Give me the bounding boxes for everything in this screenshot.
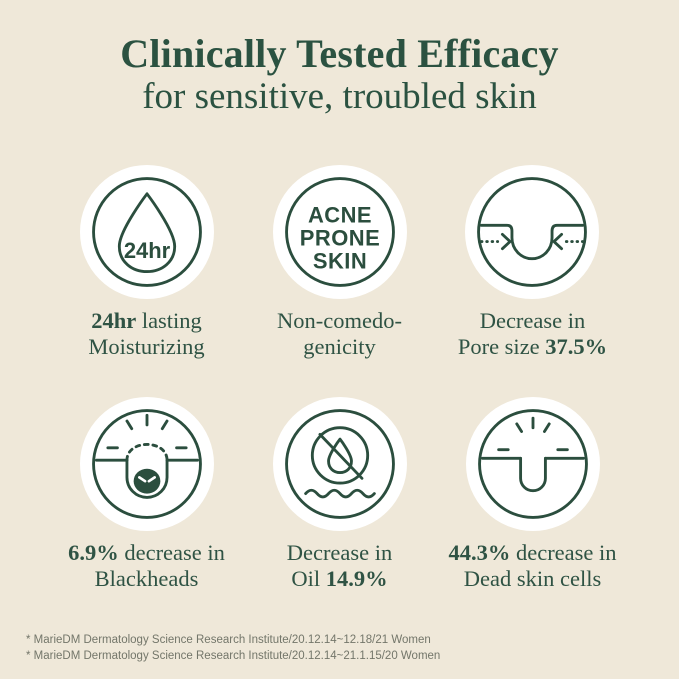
blackhead-icon xyxy=(91,409,202,519)
icon-badge: ACNE PRONE SKIN xyxy=(272,164,407,299)
pore-rays-icon xyxy=(477,409,588,519)
feature-caption: Decrease in Pore size 37.5% xyxy=(458,308,607,361)
header: Clinically Tested Efficacy for sensitive… xyxy=(0,0,679,117)
pore-shrink-icon xyxy=(477,176,588,287)
feature-pore-size: Decrease in Pore size 37.5% xyxy=(458,164,607,361)
page-subtitle: for sensitive, troubled skin xyxy=(142,76,537,117)
feature-caption-line: Pore size 37.5% xyxy=(457,334,608,360)
feature-non-comedogenicity: ACNE PRONE SKIN Non-comedo-genicity xyxy=(272,164,407,361)
feature-oil: Decrease in Oil 14.9% xyxy=(272,396,407,593)
feature-caption-line: Blackheads xyxy=(94,566,199,592)
feature-caption: Non-comedo-genicity xyxy=(273,308,407,361)
feature-caption-line: Dead skin cells xyxy=(463,566,602,592)
page-title: Clinically Tested Efficacy xyxy=(120,31,559,76)
footnote-line: * MarieDM Dermatology Science Research I… xyxy=(26,649,441,662)
feature-caption: 24hr lasting Moisturizing xyxy=(80,308,214,361)
feature-caption-line: 44.3% decrease in xyxy=(448,539,617,565)
footnote-line: * MarieDM Dermatology Science Research I… xyxy=(26,633,431,646)
icon-line-prone: PRONE xyxy=(299,225,379,250)
icon-badge xyxy=(465,164,600,299)
feature-caption: Decrease in Oil 14.9% xyxy=(273,540,407,593)
feature-caption-line: 24hr lasting xyxy=(91,307,202,333)
icon-badge xyxy=(465,396,600,531)
feature-caption: 6.9% decrease in Blackheads xyxy=(68,540,225,593)
icon-line-acne: ACNE xyxy=(307,202,371,227)
feature-caption-line: 6.9% decrease in xyxy=(68,539,225,565)
acne-prone-skin-icon: ACNE PRONE SKIN xyxy=(284,176,395,287)
feature-moisturizing: 24hr 24hr lasting Moisturizing xyxy=(79,164,214,361)
icon-badge xyxy=(79,396,214,531)
icon-badge xyxy=(272,396,407,531)
icon-badge: 24hr xyxy=(79,164,214,299)
icon-line-skin: SKIN xyxy=(312,248,366,273)
feature-caption-line: Moisturizing xyxy=(88,334,205,360)
feature-dead-skin-cells: 44.3% decrease in Dead skin cells xyxy=(448,396,617,593)
feature-caption-line: Oil 14.9% xyxy=(291,566,388,592)
feature-caption-line: Decrease in xyxy=(286,539,393,565)
features-grid: 24hr 24hr lasting Moisturizing ACNE PRONE… xyxy=(50,164,629,593)
icon-label-24hr: 24hr xyxy=(123,238,170,263)
footnotes: * MarieDM Dermatology Science Research I… xyxy=(26,632,440,664)
no-oil-drop-icon xyxy=(284,409,395,519)
water-drop-24hr-icon: 24hr xyxy=(91,176,202,287)
feature-caption: 44.3% decrease in Dead skin cells xyxy=(448,540,616,593)
feature-blackheads: 6.9% decrease in Blackheads xyxy=(68,396,225,593)
feature-caption-line: genicity xyxy=(303,334,376,360)
feature-caption-line: Decrease in xyxy=(479,307,586,333)
feature-caption-line: Non-comedo- xyxy=(277,307,402,333)
